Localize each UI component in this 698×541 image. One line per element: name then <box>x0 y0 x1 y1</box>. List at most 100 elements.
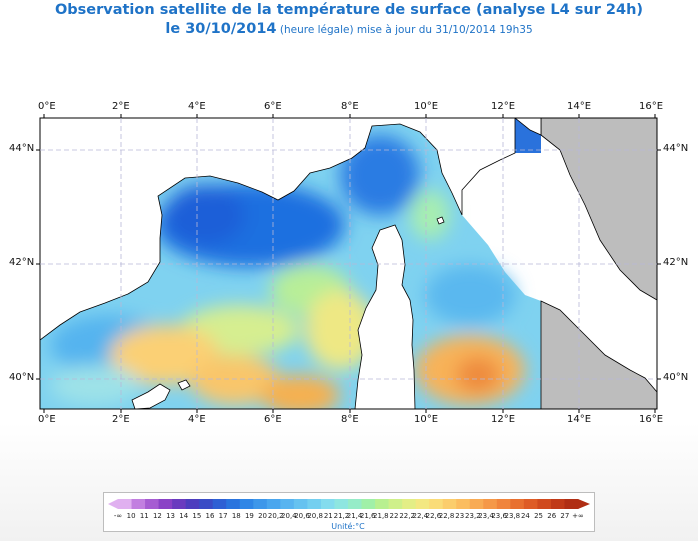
lon-label: 16°E <box>639 414 664 425</box>
mainland-coast <box>40 118 657 341</box>
color-bar-swatch <box>361 499 376 509</box>
color-bar-swatch <box>375 499 390 509</box>
lat-label: 44°N <box>663 143 689 154</box>
color-bar-label: 22,4 <box>412 512 429 520</box>
color-bar-label: 11 <box>139 512 149 520</box>
color-bar-label: 23 <box>455 512 465 520</box>
color-bar-swatch <box>158 499 173 509</box>
color-bar-label: 12 <box>152 512 162 520</box>
grid-lines <box>40 118 657 409</box>
lon-label: 4°E <box>188 101 206 112</box>
color-bar-label: 18 <box>231 512 241 520</box>
color-bar-label: 14 <box>179 512 189 520</box>
color-bar-label: 20,4 <box>281 512 297 520</box>
lon-label: 14°E <box>567 101 592 112</box>
sea-temperature-field <box>40 124 541 409</box>
lon-label: 6°E <box>264 414 282 425</box>
color-bar-swatch <box>334 499 349 509</box>
color-bar-swatch <box>145 499 160 509</box>
lon-label: 2°E <box>112 414 130 425</box>
color-bar-label: 21,4 <box>346 512 363 520</box>
color-bar-label: 23,6 <box>491 512 507 520</box>
lon-label: 6°E <box>264 101 282 112</box>
color-bar-swatch <box>550 499 565 509</box>
color-bar-swatch <box>537 499 552 509</box>
lat-label: 44°N <box>9 143 35 154</box>
color-bar-swatch <box>253 499 268 509</box>
lon-label: 16°E <box>639 101 664 112</box>
color-bar-label: 16 <box>205 512 215 520</box>
color-bar-swatch <box>442 499 457 509</box>
color-bar-swatch <box>293 499 308 509</box>
color-bar-label: 23,4 <box>478 512 494 520</box>
color-bar-swatch <box>402 499 417 509</box>
lon-label: 12°E <box>491 414 516 425</box>
color-bar-swatch <box>185 499 200 509</box>
color-bar-label: 10 <box>126 512 136 520</box>
color-bar-swatch <box>320 499 335 509</box>
lat-label: 40°N <box>663 372 689 383</box>
color-bar-label: 27 <box>560 512 570 520</box>
color-bar-label: 13 <box>166 512 176 520</box>
color-bar-label: 20,8 <box>307 512 323 520</box>
color-bar-swatch <box>348 499 363 509</box>
lon-label: 8°E <box>341 101 359 112</box>
color-bar-label: 21,6 <box>359 512 376 520</box>
page-subtitle: le 30/10/2014 (heure légale) mise à jour… <box>0 18 698 37</box>
lon-label: 2°E <box>112 101 130 112</box>
lon-label: 8°E <box>341 414 359 425</box>
date-label: le 30/10/2014 <box>165 21 277 37</box>
color-bar-label: 23,2 <box>465 512 481 520</box>
color-bar-label: 17 <box>218 512 228 520</box>
color-bar-swatch <box>469 499 484 509</box>
color-bar-swatch <box>307 499 322 509</box>
color-bar-swatch <box>429 499 444 509</box>
color-bar-label: 21,2 <box>333 512 350 520</box>
color-legend <box>103 492 595 532</box>
color-bar-swatch <box>266 499 281 509</box>
color-bar-swatch <box>239 499 254 509</box>
color-bar-label: 22 <box>389 512 399 520</box>
color-bar-swatch <box>388 499 403 509</box>
update-label: (heure légale) mise à jour du 31/10/2014… <box>276 24 533 36</box>
color-bar-arrow-high <box>578 499 590 509</box>
color-bar-swatch <box>212 499 227 509</box>
color-bar-swatch <box>483 499 498 509</box>
color-bar-swatch <box>564 499 579 509</box>
color-bar-label: 22,2 <box>399 512 415 520</box>
lon-label: 12°E <box>491 101 516 112</box>
color-bar-label: 25 <box>534 512 544 520</box>
lon-label: 0°E <box>38 414 56 425</box>
color-bar-label: 21 <box>323 512 333 520</box>
color-bar-label: 21,8 <box>373 512 389 520</box>
corsica-sardinia <box>354 224 416 409</box>
italy-land <box>540 118 657 409</box>
color-bar-label: +∞ <box>572 512 584 520</box>
color-bar-label: 19 <box>244 512 254 520</box>
color-bar-label: 15 <box>192 512 202 520</box>
color-bar-swatch <box>131 499 146 509</box>
lat-label: 42°N <box>663 257 689 268</box>
lon-label: 10°E <box>414 101 439 112</box>
color-bar-label: 26 <box>547 512 557 520</box>
color-bar-label: 23,8 <box>504 512 521 520</box>
color-bar-label: 20,6 <box>294 512 310 520</box>
page-title: Observation satellite de la température … <box>54 2 644 18</box>
color-bar-swatch <box>523 499 538 509</box>
sst-map <box>36 114 661 413</box>
color-bar-swatch <box>496 499 511 509</box>
color-bar-label: 22,8 <box>438 512 455 520</box>
color-bar-swatch <box>415 499 430 509</box>
lat-label: 40°N <box>9 372 35 383</box>
color-bar-label: 24 <box>520 512 530 520</box>
color-bar-swatch <box>226 499 241 509</box>
lat-label: 42°N <box>9 257 35 268</box>
color-bar-swatch <box>280 499 295 509</box>
color-bar-label: -∞ <box>113 512 123 520</box>
lon-label: 0°E <box>38 101 56 112</box>
color-bar-swatch <box>456 499 471 509</box>
color-bar-arrow-low <box>108 499 118 509</box>
lon-label: 4°E <box>188 414 206 425</box>
lon-label: 10°E <box>414 414 439 425</box>
color-bar-swatch <box>199 499 214 509</box>
